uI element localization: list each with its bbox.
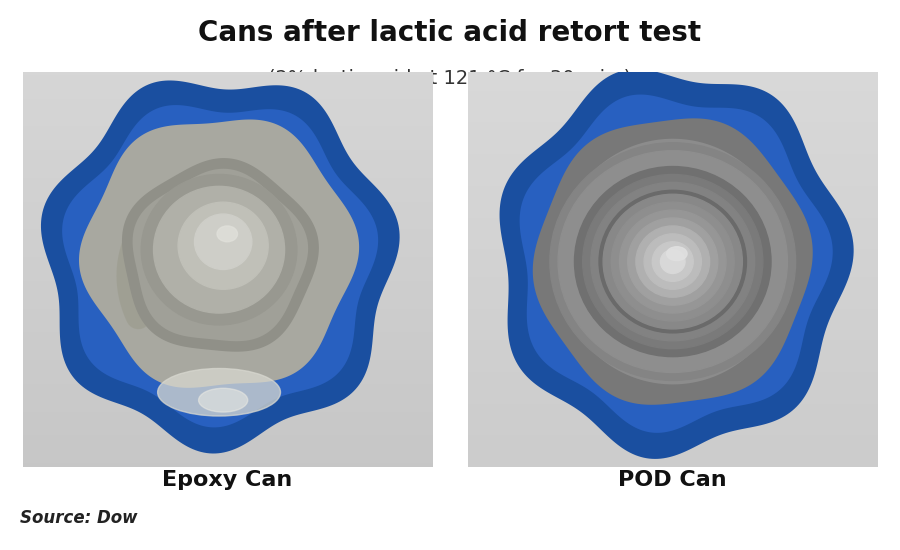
Polygon shape (79, 119, 359, 388)
Circle shape (590, 183, 755, 341)
Polygon shape (555, 139, 790, 384)
Polygon shape (62, 105, 378, 427)
Text: Cans after lactic acid retort test: Cans after lactic acid retort test (198, 19, 702, 47)
Polygon shape (41, 80, 400, 454)
Ellipse shape (158, 368, 281, 416)
Polygon shape (500, 69, 853, 459)
Polygon shape (122, 158, 319, 351)
Circle shape (178, 202, 268, 289)
Circle shape (141, 174, 297, 325)
Text: Source: Dow: Source: Dow (20, 509, 138, 527)
Circle shape (599, 190, 746, 333)
Polygon shape (533, 118, 813, 405)
Ellipse shape (217, 226, 238, 242)
Circle shape (603, 194, 742, 329)
Circle shape (611, 202, 734, 321)
Circle shape (582, 174, 763, 349)
Ellipse shape (667, 247, 687, 261)
Circle shape (194, 214, 252, 270)
Circle shape (627, 218, 718, 305)
Circle shape (154, 186, 284, 313)
Text: POD Can: POD Can (618, 470, 727, 490)
Circle shape (619, 210, 726, 313)
Circle shape (661, 250, 685, 273)
Text: Epoxy Can: Epoxy Can (162, 470, 292, 490)
Text: (2% lactic acid at 121 °C for 30 min.): (2% lactic acid at 121 °C for 30 min.) (268, 69, 632, 88)
Polygon shape (132, 169, 308, 341)
Polygon shape (519, 95, 832, 433)
Circle shape (574, 167, 771, 356)
Circle shape (550, 143, 796, 381)
Circle shape (636, 226, 709, 297)
Circle shape (652, 242, 693, 282)
Circle shape (644, 234, 701, 289)
Circle shape (558, 151, 788, 372)
Ellipse shape (199, 388, 248, 412)
